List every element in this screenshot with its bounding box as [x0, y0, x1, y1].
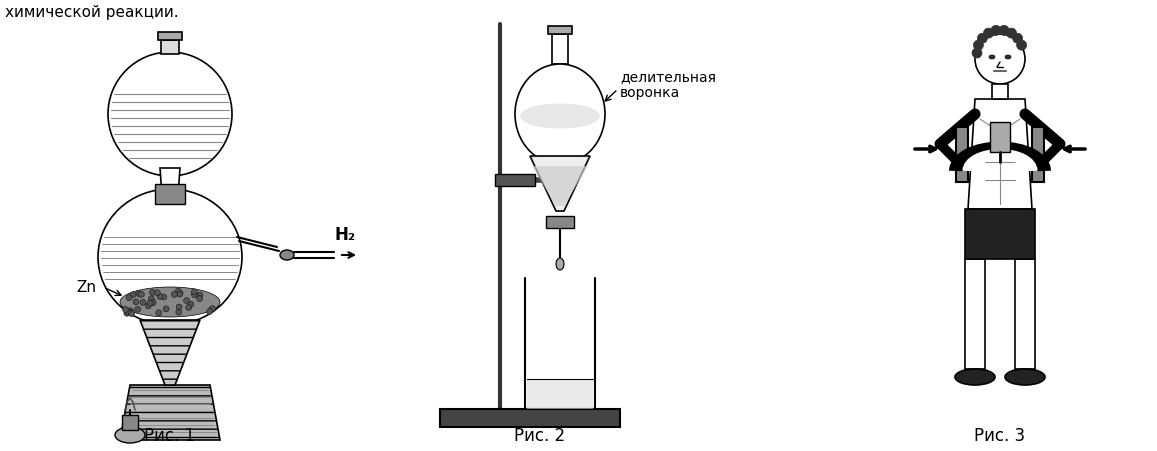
Circle shape	[972, 49, 982, 59]
Polygon shape	[530, 156, 590, 212]
Text: делительная
воронка: делительная воронка	[620, 70, 716, 100]
FancyBboxPatch shape	[440, 409, 620, 427]
Circle shape	[146, 303, 152, 309]
FancyBboxPatch shape	[526, 379, 594, 409]
Ellipse shape	[1005, 56, 1011, 60]
Circle shape	[185, 305, 192, 311]
Circle shape	[128, 310, 134, 316]
Circle shape	[176, 289, 182, 295]
Polygon shape	[532, 166, 588, 207]
Circle shape	[126, 295, 132, 301]
Circle shape	[176, 309, 182, 315]
Circle shape	[209, 307, 215, 313]
Circle shape	[133, 299, 139, 305]
FancyBboxPatch shape	[965, 259, 985, 369]
Circle shape	[197, 296, 202, 302]
Polygon shape	[160, 169, 180, 197]
Polygon shape	[120, 385, 220, 440]
Ellipse shape	[98, 189, 242, 325]
Circle shape	[197, 292, 202, 299]
Polygon shape	[968, 100, 1032, 210]
Circle shape	[124, 311, 130, 317]
Circle shape	[148, 296, 154, 302]
Circle shape	[163, 306, 169, 312]
FancyBboxPatch shape	[992, 85, 1008, 100]
FancyBboxPatch shape	[121, 415, 138, 430]
FancyBboxPatch shape	[548, 27, 572, 35]
Circle shape	[127, 308, 133, 314]
Circle shape	[149, 300, 155, 306]
Circle shape	[149, 290, 155, 296]
Text: Рис. 2: Рис. 2	[515, 426, 566, 444]
Ellipse shape	[515, 65, 605, 165]
FancyBboxPatch shape	[161, 41, 179, 55]
Ellipse shape	[989, 56, 995, 60]
Ellipse shape	[115, 427, 145, 443]
Circle shape	[992, 26, 1001, 36]
FancyBboxPatch shape	[546, 216, 574, 229]
Ellipse shape	[519, 104, 600, 129]
Circle shape	[187, 302, 194, 308]
FancyBboxPatch shape	[159, 33, 182, 41]
Circle shape	[1007, 29, 1017, 39]
Ellipse shape	[280, 250, 294, 260]
Circle shape	[139, 292, 145, 298]
Circle shape	[157, 294, 163, 300]
Circle shape	[973, 41, 983, 51]
Circle shape	[177, 291, 183, 297]
Circle shape	[192, 292, 198, 298]
FancyBboxPatch shape	[1015, 259, 1036, 369]
Circle shape	[1017, 41, 1026, 51]
Text: H₂: H₂	[334, 226, 355, 244]
Circle shape	[983, 29, 994, 39]
Ellipse shape	[955, 369, 995, 385]
FancyBboxPatch shape	[495, 175, 535, 187]
Ellipse shape	[557, 258, 563, 271]
Circle shape	[154, 290, 161, 296]
Text: химической реакции.: химической реакции.	[5, 5, 178, 20]
Circle shape	[207, 309, 213, 315]
Circle shape	[177, 291, 183, 297]
Circle shape	[123, 307, 128, 313]
Ellipse shape	[120, 287, 220, 318]
Circle shape	[125, 309, 131, 315]
Circle shape	[184, 298, 190, 304]
Ellipse shape	[108, 53, 233, 177]
Ellipse shape	[975, 35, 1025, 85]
Circle shape	[134, 307, 141, 313]
Circle shape	[1012, 34, 1023, 44]
Circle shape	[147, 300, 153, 306]
Circle shape	[171, 292, 177, 298]
FancyBboxPatch shape	[990, 123, 1010, 152]
Circle shape	[140, 299, 146, 306]
Circle shape	[176, 304, 182, 310]
FancyBboxPatch shape	[1032, 128, 1044, 183]
Text: Рис. 3: Рис. 3	[974, 426, 1025, 444]
FancyBboxPatch shape	[552, 35, 568, 65]
Circle shape	[130, 292, 137, 298]
Circle shape	[209, 306, 215, 312]
Circle shape	[978, 34, 987, 44]
Circle shape	[137, 291, 142, 297]
Circle shape	[156, 310, 162, 316]
Circle shape	[161, 295, 167, 300]
Circle shape	[191, 289, 198, 295]
Circle shape	[128, 311, 134, 317]
FancyBboxPatch shape	[965, 210, 1036, 259]
Circle shape	[150, 300, 156, 306]
Circle shape	[998, 26, 1009, 36]
FancyBboxPatch shape	[956, 128, 968, 183]
FancyBboxPatch shape	[155, 184, 185, 205]
Polygon shape	[140, 320, 200, 385]
Ellipse shape	[1005, 369, 1045, 385]
Text: Рис. 1: Рис. 1	[145, 426, 196, 444]
Text: Zn: Zn	[76, 280, 96, 295]
